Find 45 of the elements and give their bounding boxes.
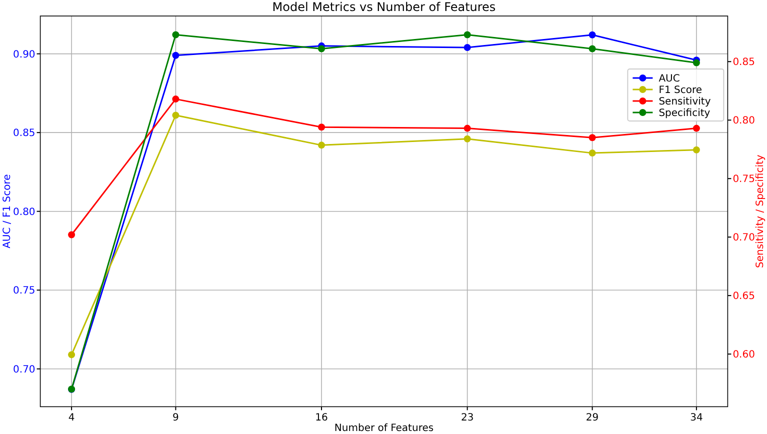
y2-tick-label: 0.65 [732,291,755,302]
y2-axis-title: Sensitivity / Specificity [755,154,766,268]
x-tick-label: 9 [172,412,179,424]
legend-label: F1 Score [658,85,702,96]
point [318,124,326,131]
point [588,134,596,142]
point [172,31,180,38]
x-tick-label: 23 [460,412,474,424]
point [318,45,326,52]
point [692,124,700,132]
y2-tick-label: 0.85 [732,57,755,68]
point [464,135,471,142]
y-axis-title: AUC / F1 Score [2,174,13,248]
point [464,124,471,132]
point [172,96,180,103]
point [692,146,700,154]
y-tick-label: 0.85 [13,128,36,140]
chart-title: Model Metrics vs Number of Features [272,0,496,14]
point [318,142,326,149]
point [588,150,596,157]
y-tick-label: 0.80 [13,206,36,218]
point [68,231,76,238]
y2-tick-label: 0.60 [732,350,755,361]
x-tick-label: 29 [586,412,599,424]
x-tick-label: 4 [68,412,75,424]
point [464,31,471,38]
y-tick-label: 0.75 [13,286,36,297]
y2-tick-label: 0.70 [732,232,755,244]
x-tick-label: 34 [690,412,703,424]
y2-tick-label: 0.80 [732,116,755,127]
x-axis-title: Number of Features [334,423,434,434]
y-tick-label: 0.90 [13,49,36,60]
y2-tick-label: 0.75 [732,174,755,186]
point [588,31,596,38]
point [588,45,596,52]
x-tick-label: 16 [315,412,328,424]
legend-label: Specificity [658,108,710,119]
legend-label: AUC [658,74,680,84]
y-tick-label: 0.70 [13,364,36,376]
point [172,52,180,59]
legend-label: Sensitivity [658,96,711,108]
point [692,59,700,66]
point [68,351,76,358]
point [464,44,471,52]
point [172,112,180,119]
